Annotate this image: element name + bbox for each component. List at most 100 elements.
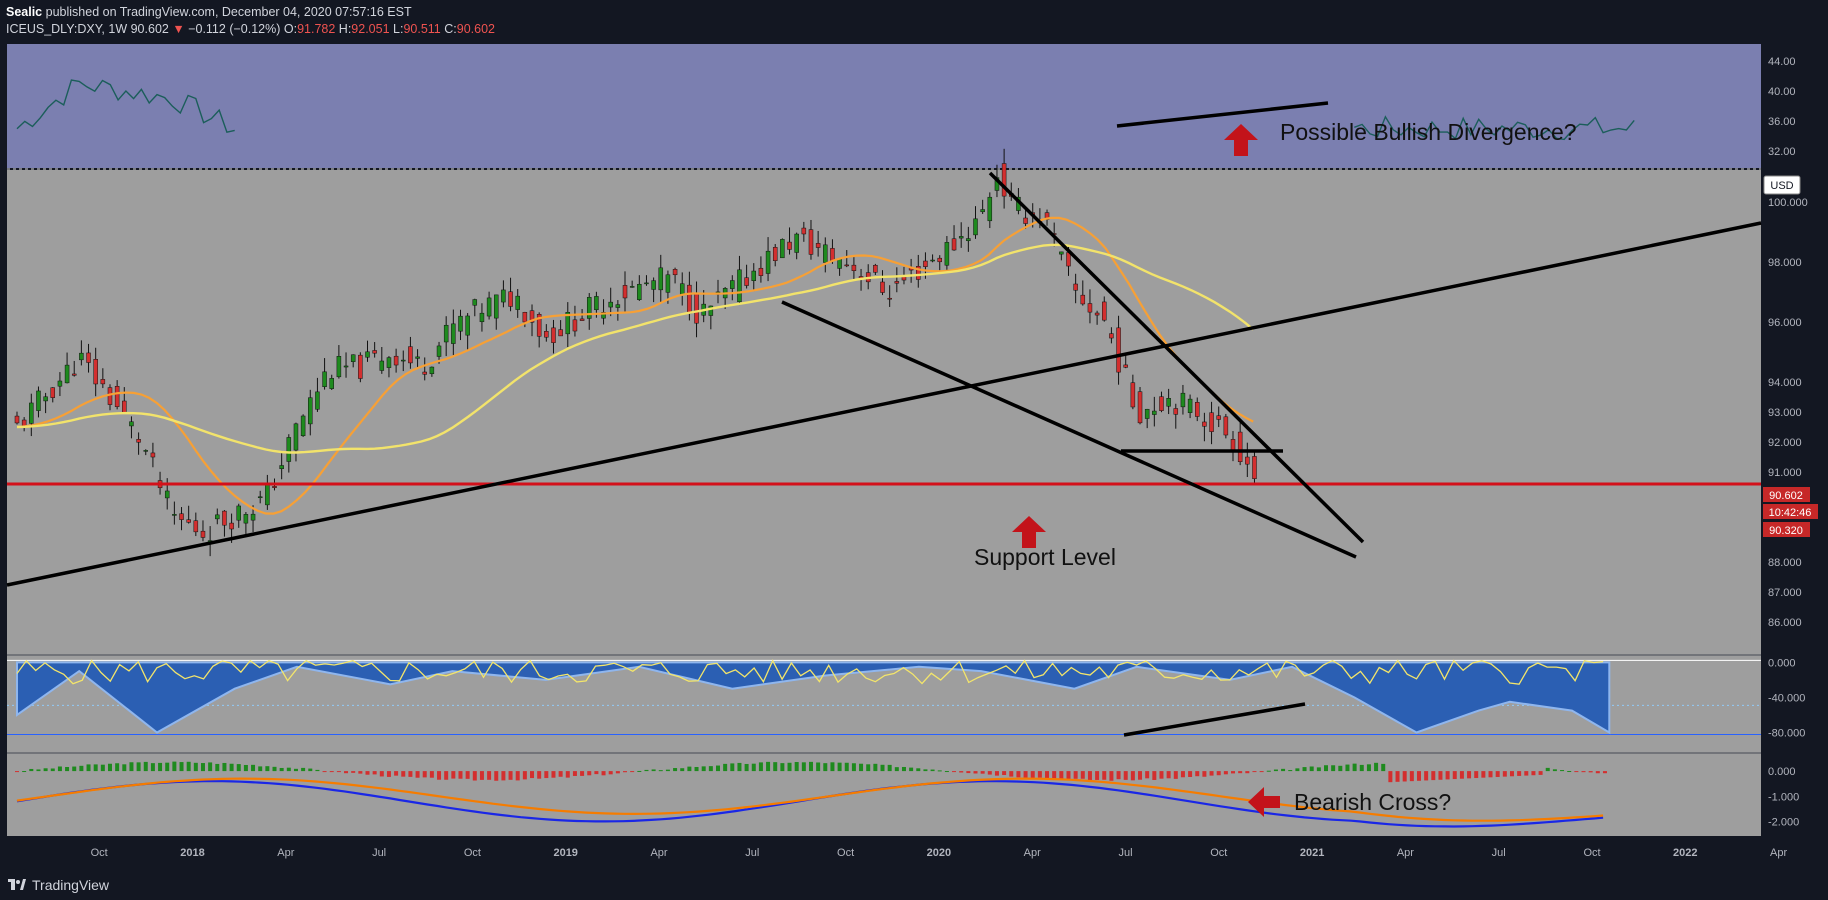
- macd-histogram-bar: [980, 771, 985, 774]
- candle-body: [329, 378, 334, 389]
- support-arrow-icon: [1012, 516, 1046, 548]
- candle-body: [1194, 402, 1200, 417]
- macd-histogram-bar: [1445, 771, 1450, 780]
- macd-histogram-bar: [994, 771, 999, 776]
- candle-body: [529, 310, 535, 323]
- x-tick-label: Jul: [745, 847, 759, 859]
- macd-histogram-bar: [1374, 762, 1379, 772]
- macd-histogram-bar: [1359, 764, 1364, 772]
- candle-body: [114, 386, 120, 407]
- macd-histogram-bar: [787, 762, 792, 772]
- macd-histogram-bar: [651, 769, 656, 772]
- candle-body: [215, 514, 220, 520]
- sma-line: [16, 243, 1254, 454]
- prev-close-badge: 90.320: [1763, 522, 1810, 537]
- price-tick-label: 88.000: [1768, 557, 1802, 569]
- candle-body: [172, 514, 177, 516]
- author-name[interactable]: Sealic: [6, 5, 43, 19]
- macd-histogram-bar: [1130, 771, 1135, 781]
- x-tick-label: Apr: [650, 847, 667, 859]
- footer: TradingView: [0, 868, 1828, 900]
- low-label: L:: [393, 22, 404, 36]
- macd-histogram-bar: [1281, 768, 1286, 772]
- candle-body: [951, 238, 957, 251]
- macd-histogram-bar: [193, 762, 198, 772]
- macd-histogram-bar: [708, 766, 713, 772]
- candle-body: [122, 400, 127, 413]
- x-tick-label: Apr: [1024, 847, 1041, 859]
- macd-histogram-bar: [1567, 771, 1572, 773]
- currency-button[interactable]: USD: [1763, 175, 1801, 195]
- macd-histogram-bar: [122, 764, 127, 772]
- macd-histogram-bar: [479, 771, 484, 780]
- macd-histogram-bar: [1145, 771, 1150, 779]
- x-tick-label: Jul: [1492, 847, 1506, 859]
- macd-histogram-bar: [766, 761, 771, 772]
- candle-body: [393, 355, 399, 366]
- macd-histogram-bar: [816, 762, 821, 772]
- macd-histogram-bar: [229, 763, 234, 772]
- candle-body: [479, 312, 485, 323]
- candle-body: [429, 366, 435, 375]
- symbol-name[interactable]: ICEUS_DLY:DXY, 1W: [6, 22, 128, 36]
- candle-body: [286, 437, 292, 462]
- macd-histogram-bar: [880, 764, 885, 772]
- down-arrow-icon: ▼: [172, 22, 185, 36]
- macd-histogram-bar: [1059, 771, 1064, 780]
- macd-histogram-bar: [322, 771, 327, 773]
- macd-histogram-bar: [1531, 771, 1536, 776]
- macd-histogram-bar: [565, 771, 570, 778]
- falling-trendline-lower: [781, 300, 1357, 559]
- candle-body: [916, 266, 921, 280]
- macd-histogram-bar: [1216, 771, 1221, 776]
- candle-body: [1116, 327, 1121, 373]
- candle-body: [222, 510, 227, 526]
- macd-histogram-bar: [1574, 771, 1579, 773]
- macd-histogram-bar: [1552, 769, 1557, 772]
- osc-tick-label: -80.000: [1768, 727, 1805, 739]
- price-tick-label: 98.000: [1768, 257, 1802, 269]
- macd-histogram-bar: [1366, 764, 1371, 772]
- macd-histogram-bar: [1030, 771, 1035, 779]
- macd-histogram-bar: [150, 763, 155, 772]
- macd-histogram-bar: [1002, 771, 1007, 776]
- tradingview-logo[interactable]: TradingView: [8, 877, 109, 893]
- macd-histogram-bar: [358, 771, 363, 774]
- chart-canvas[interactable]: Oct 2018 Apr Jul Oct 2019 Apr Jul Oct 2020 Apr Jul O…: [0, 0, 1828, 868]
- candle-body: [322, 371, 327, 387]
- macd-histogram-bar: [1087, 771, 1092, 781]
- candle-body: [894, 281, 900, 284]
- macd-histogram-bar: [737, 762, 742, 772]
- candle-body: [737, 269, 742, 303]
- macd-histogram-bar: [1424, 771, 1429, 781]
- candle-body: [236, 505, 241, 521]
- candle-body: [536, 314, 542, 337]
- macd-histogram-bar: [65, 766, 70, 772]
- x-tick-label: Jul: [1118, 847, 1132, 859]
- macd-histogram-bar: [830, 762, 835, 772]
- candle-body: [808, 229, 814, 255]
- rsi-divergence-line: [1116, 101, 1329, 128]
- symbol-line: ICEUS_DLY:DXY, 1W 90.602 ▼ −0.112 (−0.12…: [6, 22, 495, 36]
- candle-body: [1209, 412, 1214, 432]
- macd-histogram-bar: [901, 766, 906, 772]
- macd-histogram-bar: [1166, 771, 1171, 779]
- price-tick-label: 86.000: [1768, 617, 1802, 629]
- macd-histogram-bar: [72, 766, 77, 772]
- candle-body: [50, 387, 56, 398]
- publish-line: Sealic published on TradingView.com, Dec…: [6, 5, 412, 19]
- macd-histogram-bar: [179, 762, 184, 772]
- candle-body: [1252, 456, 1257, 479]
- macd-histogram-bar: [952, 771, 957, 773]
- macd-histogram-bar: [308, 768, 313, 772]
- macd-histogram-bar: [286, 767, 291, 772]
- osc-tick-label: -40.000: [1768, 692, 1805, 704]
- bullish-arrow-icon: [1224, 124, 1258, 156]
- candle-body: [687, 284, 692, 314]
- candle-body: [1137, 391, 1143, 424]
- candle-body: [558, 329, 563, 337]
- macd-histogram-bar: [15, 771, 19, 773]
- candle-body: [1187, 398, 1193, 413]
- macd-histogram-bar: [694, 766, 699, 772]
- macd-histogram-bar: [1323, 765, 1328, 772]
